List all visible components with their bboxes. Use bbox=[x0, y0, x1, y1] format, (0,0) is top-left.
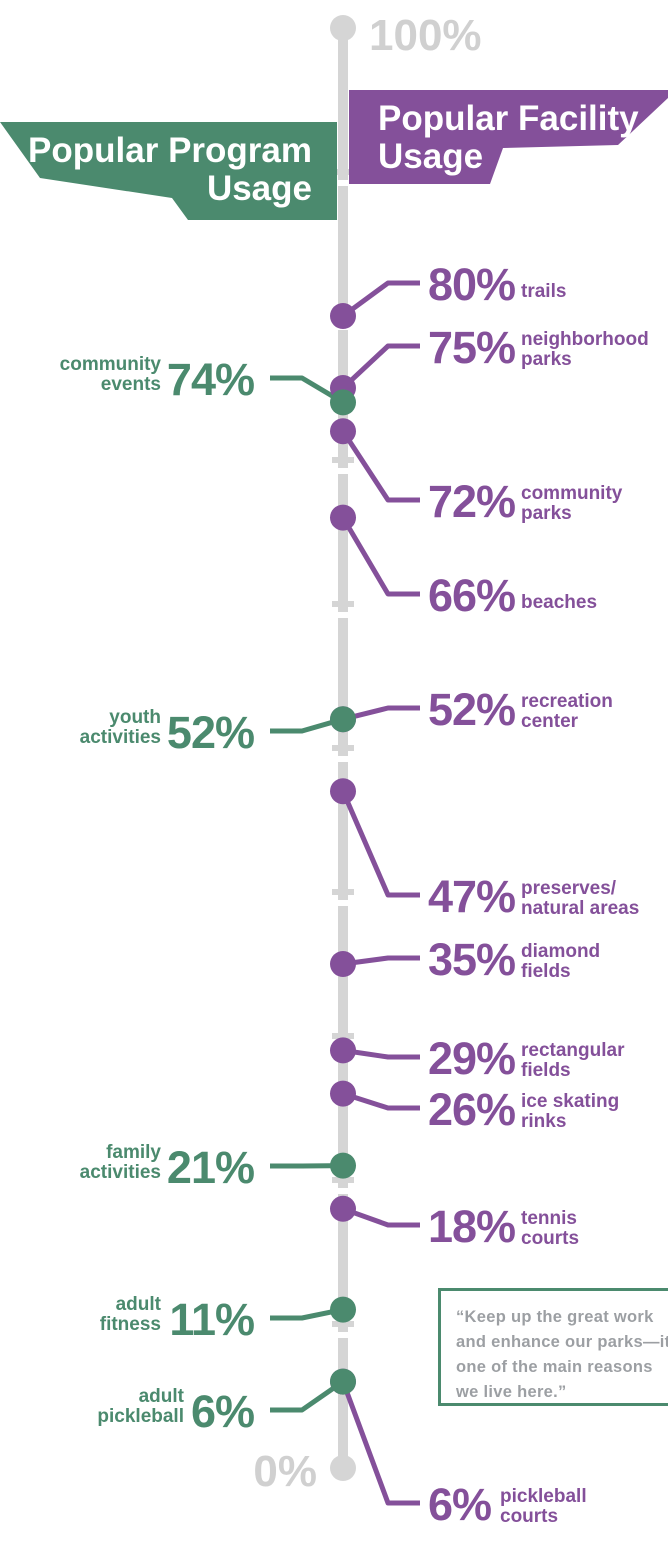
facility-connector bbox=[342, 705, 420, 722]
facility-point bbox=[330, 1080, 356, 1107]
connector-layer bbox=[270, 280, 420, 1506]
program-point bbox=[330, 389, 356, 416]
facility-value-label: 47% bbox=[428, 871, 515, 922]
program-category-label: activities bbox=[80, 1162, 161, 1183]
quote-text: “Keep up the great work and enhance our … bbox=[456, 1308, 668, 1401]
facility-value-label: 26% bbox=[428, 1084, 515, 1135]
facility-series-title: Popular Facility bbox=[378, 99, 639, 138]
facility-category-label: courts bbox=[500, 1506, 558, 1527]
facility-connector bbox=[342, 1047, 420, 1060]
facility-point bbox=[330, 778, 356, 805]
facility-category-label: rectangular bbox=[521, 1040, 625, 1061]
facility-category-label: natural areas bbox=[521, 898, 639, 919]
facility-category-label: pickleball bbox=[500, 1486, 587, 1507]
axis-top-cap bbox=[330, 15, 356, 41]
facility-value-label: 35% bbox=[428, 934, 515, 985]
axis-bottom-cap bbox=[330, 1455, 356, 1481]
program-point bbox=[330, 1368, 356, 1395]
facility-category-label: parks bbox=[521, 503, 572, 524]
axis-layer: 100% 0% bbox=[253, 11, 481, 1496]
facility-value-label: 80% bbox=[428, 259, 515, 310]
facility-category-label: trails bbox=[521, 281, 566, 302]
facility-connector bbox=[340, 516, 420, 597]
program-category-label: adult bbox=[116, 1294, 162, 1315]
program-series-title: Popular Program bbox=[28, 131, 312, 170]
facility-category-label: community bbox=[521, 483, 623, 504]
facility-connector bbox=[341, 280, 420, 319]
facility-value-label: 66% bbox=[428, 570, 515, 621]
program-category-label: pickleball bbox=[97, 1406, 184, 1427]
program-connector bbox=[270, 1379, 345, 1413]
facility-category-label: rinks bbox=[521, 1111, 566, 1132]
program-series-title: Usage bbox=[207, 169, 312, 208]
facility-category-label: recreation bbox=[521, 691, 613, 712]
facility-series-banner bbox=[349, 90, 668, 184]
facility-connector bbox=[342, 1091, 420, 1111]
facility-connector bbox=[340, 429, 420, 503]
program-connector bbox=[270, 716, 344, 734]
facility-category-label: fields bbox=[521, 961, 571, 982]
facility-connector bbox=[340, 790, 420, 898]
program-value-label: 52% bbox=[167, 707, 254, 758]
facility-value-label: 52% bbox=[428, 684, 515, 735]
facility-point bbox=[330, 303, 356, 329]
facility-value-label: 18% bbox=[428, 1201, 515, 1252]
facility-point bbox=[330, 1037, 356, 1064]
dot-layer bbox=[330, 303, 356, 1395]
facility-category-label: center bbox=[521, 711, 579, 732]
program-category-label: activities bbox=[80, 727, 161, 748]
quote-box: “Keep up the great work and enhance our … bbox=[438, 1288, 668, 1406]
program-connector bbox=[270, 375, 345, 405]
facility-category-label: tennis bbox=[521, 1208, 577, 1229]
program-point bbox=[330, 706, 356, 733]
facility-value-label: 75% bbox=[428, 322, 515, 373]
facility-value-label: 6% bbox=[428, 1479, 491, 1530]
facility-category-label: fields bbox=[521, 1060, 571, 1081]
program-point bbox=[330, 1296, 356, 1323]
program-value-label: 6% bbox=[191, 1386, 254, 1437]
axis-bottom-label: 0% bbox=[253, 1447, 317, 1496]
facility-category-label: beaches bbox=[521, 592, 597, 613]
program-connector bbox=[270, 1307, 344, 1321]
facility-connector bbox=[340, 1380, 420, 1506]
facility-connector bbox=[342, 1206, 420, 1228]
program-point bbox=[330, 1152, 356, 1179]
program-category-label: adult bbox=[139, 1386, 185, 1407]
program-category-label: community bbox=[60, 354, 162, 375]
facility-category-label: diamond bbox=[521, 941, 600, 962]
facility-category-label: neighborhood bbox=[521, 329, 649, 350]
program-series-banner bbox=[0, 122, 337, 220]
facility-point bbox=[330, 951, 356, 977]
program-category-label: events bbox=[101, 374, 161, 395]
program-category-label: youth bbox=[109, 707, 161, 728]
facility-category-label: parks bbox=[521, 349, 572, 370]
facility-category-label: courts bbox=[521, 1228, 579, 1249]
facility-category-label: ice skating bbox=[521, 1091, 619, 1112]
facility-point bbox=[330, 1195, 356, 1222]
facility-connector bbox=[342, 955, 420, 967]
program-value-label: 74% bbox=[167, 354, 254, 405]
facility-value-label: 29% bbox=[428, 1033, 515, 1084]
facility-series-title: Usage bbox=[378, 137, 483, 176]
program-value-label: 11% bbox=[169, 1294, 254, 1345]
program-category-label: fitness bbox=[100, 1314, 161, 1335]
facility-point bbox=[330, 504, 356, 531]
facility-point bbox=[330, 418, 356, 445]
program-category-label: family bbox=[106, 1142, 161, 1163]
axis-top-label: 100% bbox=[369, 11, 482, 60]
facility-category-label: preserves/ bbox=[521, 878, 617, 899]
facility-value-label: 72% bbox=[428, 476, 515, 527]
program-value-label: 21% bbox=[167, 1142, 254, 1193]
facility-connector bbox=[341, 343, 420, 390]
